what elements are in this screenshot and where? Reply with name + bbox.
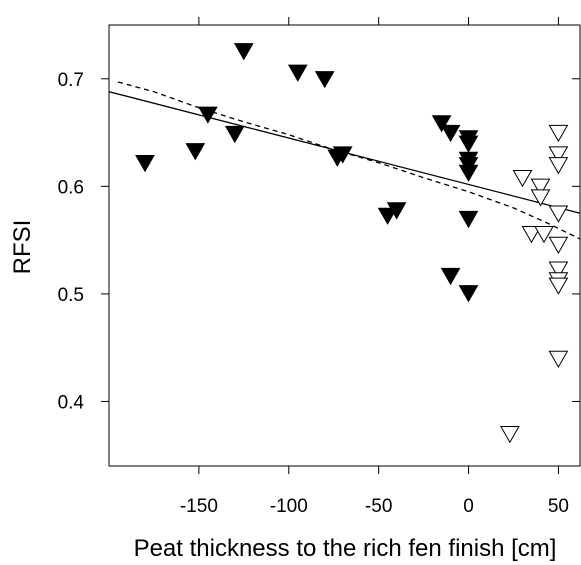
filled-triangle-point — [377, 207, 398, 225]
data-points — [135, 43, 569, 444]
filled-triangle-point — [440, 124, 461, 143]
x-axis-label: Peat thickness to the rich fen finish [c… — [134, 535, 557, 562]
filled-triangle-point — [440, 267, 461, 286]
open-triangle-point — [534, 226, 554, 244]
filled-triangle-point — [135, 155, 155, 173]
y-tick-label: 0.6 — [58, 177, 84, 198]
filled-triangle-point — [224, 125, 245, 144]
filled-triangle-point — [431, 115, 452, 133]
x-tick-label: 50 — [548, 496, 569, 517]
y-tick-label: 0.4 — [58, 392, 85, 413]
filled-triangle-point — [458, 285, 479, 303]
y-tick-label: 0.5 — [58, 285, 84, 306]
open-triangle-point — [548, 236, 569, 255]
x-tick-label: -100 — [270, 496, 308, 517]
open-triangle-point — [548, 261, 569, 279]
filled-triangle-point — [314, 71, 335, 89]
open-triangle-point — [548, 205, 569, 223]
open-triangle-point — [548, 277, 569, 295]
filled-triangle-point — [198, 106, 218, 124]
x-tick-label: -150 — [180, 496, 218, 517]
plot-frame — [108, 24, 581, 467]
axis-ticks: -150 -100 -50 0 50 0.4 0.5 0.6 0.7 — [58, 17, 580, 517]
filled-triangle-point — [386, 202, 407, 220]
x-tick-label: 0 — [463, 496, 474, 517]
open-triangle-point — [548, 350, 569, 369]
filled-triangle-point — [287, 64, 308, 82]
y-tick-label: 0.7 — [58, 70, 84, 91]
open-triangle-point — [548, 146, 569, 164]
open-triangle-point — [548, 157, 569, 175]
filled-triangle-point — [458, 210, 479, 229]
open-triangle-point — [530, 189, 551, 207]
filled-triangle-point — [233, 43, 254, 61]
regression-lines — [108, 81, 581, 240]
open-triangle-point — [500, 426, 520, 444]
y-axis-label: RFSI — [9, 220, 36, 275]
filled-triangle-point — [332, 146, 353, 164]
open-triangle-point — [530, 178, 551, 196]
open-triangle-point — [521, 226, 542, 244]
open-triangle-point — [548, 124, 569, 143]
dashed-fit-line — [117, 81, 581, 240]
filled-triangle-point — [185, 143, 206, 161]
x-tick-label: -50 — [365, 496, 392, 517]
filled-triangle-point — [458, 164, 479, 182]
open-triangle-point — [512, 170, 533, 188]
filled-triangle-point — [458, 135, 479, 153]
